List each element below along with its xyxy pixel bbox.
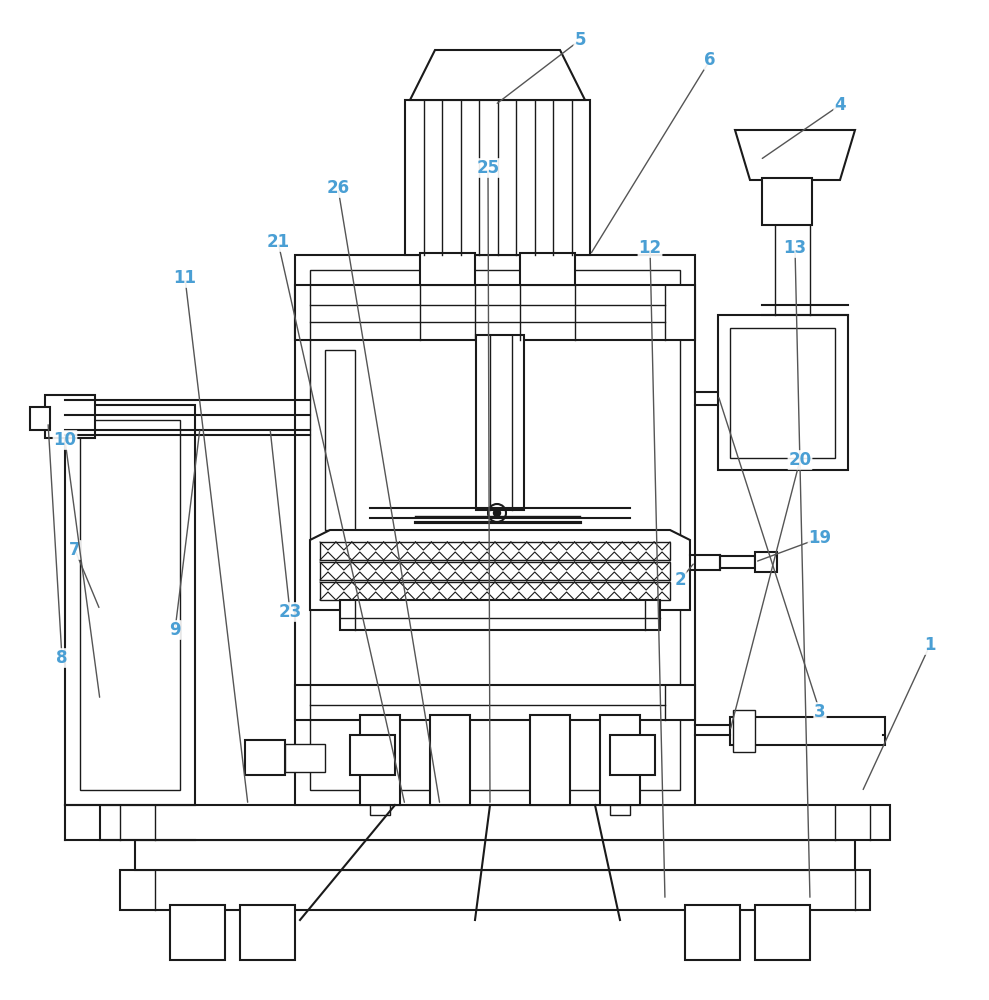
- Bar: [295, 255, 695, 805]
- Text: 6: 6: [704, 51, 716, 69]
- Bar: [610, 735, 655, 775]
- Bar: [325, 350, 355, 530]
- Bar: [600, 715, 640, 805]
- Bar: [762, 178, 812, 225]
- Bar: [610, 805, 630, 815]
- Bar: [370, 805, 390, 815]
- Bar: [295, 685, 695, 720]
- Bar: [100, 805, 890, 840]
- Text: 19: 19: [808, 529, 832, 547]
- Text: 25: 25: [477, 159, 499, 177]
- Bar: [476, 335, 524, 510]
- Bar: [685, 905, 740, 960]
- Bar: [240, 905, 295, 960]
- Bar: [755, 552, 777, 572]
- Text: 11: 11: [173, 269, 197, 287]
- Text: 12: 12: [639, 239, 662, 257]
- Text: 20: 20: [788, 451, 812, 469]
- Bar: [295, 285, 695, 340]
- Bar: [718, 315, 848, 470]
- Text: 3: 3: [814, 703, 826, 721]
- Bar: [65, 405, 195, 805]
- Bar: [733, 710, 755, 752]
- Polygon shape: [310, 530, 690, 610]
- Bar: [285, 744, 325, 772]
- Bar: [405, 100, 590, 255]
- Bar: [30, 407, 50, 430]
- Text: 10: 10: [53, 431, 76, 449]
- Bar: [245, 740, 285, 775]
- Bar: [755, 905, 810, 960]
- Bar: [320, 562, 670, 580]
- Bar: [530, 715, 570, 805]
- Bar: [520, 253, 575, 285]
- Bar: [310, 270, 680, 790]
- Bar: [170, 905, 225, 960]
- Text: 23: 23: [278, 603, 302, 621]
- Polygon shape: [735, 130, 855, 180]
- Bar: [320, 582, 670, 600]
- Text: 2: 2: [674, 571, 685, 589]
- Polygon shape: [410, 50, 585, 100]
- Bar: [420, 253, 475, 285]
- Bar: [45, 395, 95, 438]
- Bar: [720, 556, 755, 568]
- Text: 4: 4: [834, 96, 846, 114]
- Circle shape: [494, 510, 500, 516]
- Bar: [135, 840, 855, 870]
- Text: 26: 26: [326, 179, 349, 197]
- Bar: [730, 717, 885, 745]
- Text: 7: 7: [69, 541, 81, 559]
- Text: 21: 21: [266, 233, 290, 251]
- Bar: [730, 328, 835, 458]
- Text: 5: 5: [575, 31, 585, 49]
- Text: 9: 9: [169, 621, 181, 639]
- Text: 8: 8: [56, 649, 68, 667]
- Text: 13: 13: [783, 239, 807, 257]
- Bar: [430, 715, 470, 805]
- Text: 1: 1: [925, 636, 936, 654]
- Bar: [340, 600, 660, 630]
- Bar: [350, 735, 395, 775]
- Bar: [360, 715, 400, 805]
- Bar: [120, 870, 870, 910]
- Bar: [80, 420, 180, 790]
- Bar: [320, 542, 670, 560]
